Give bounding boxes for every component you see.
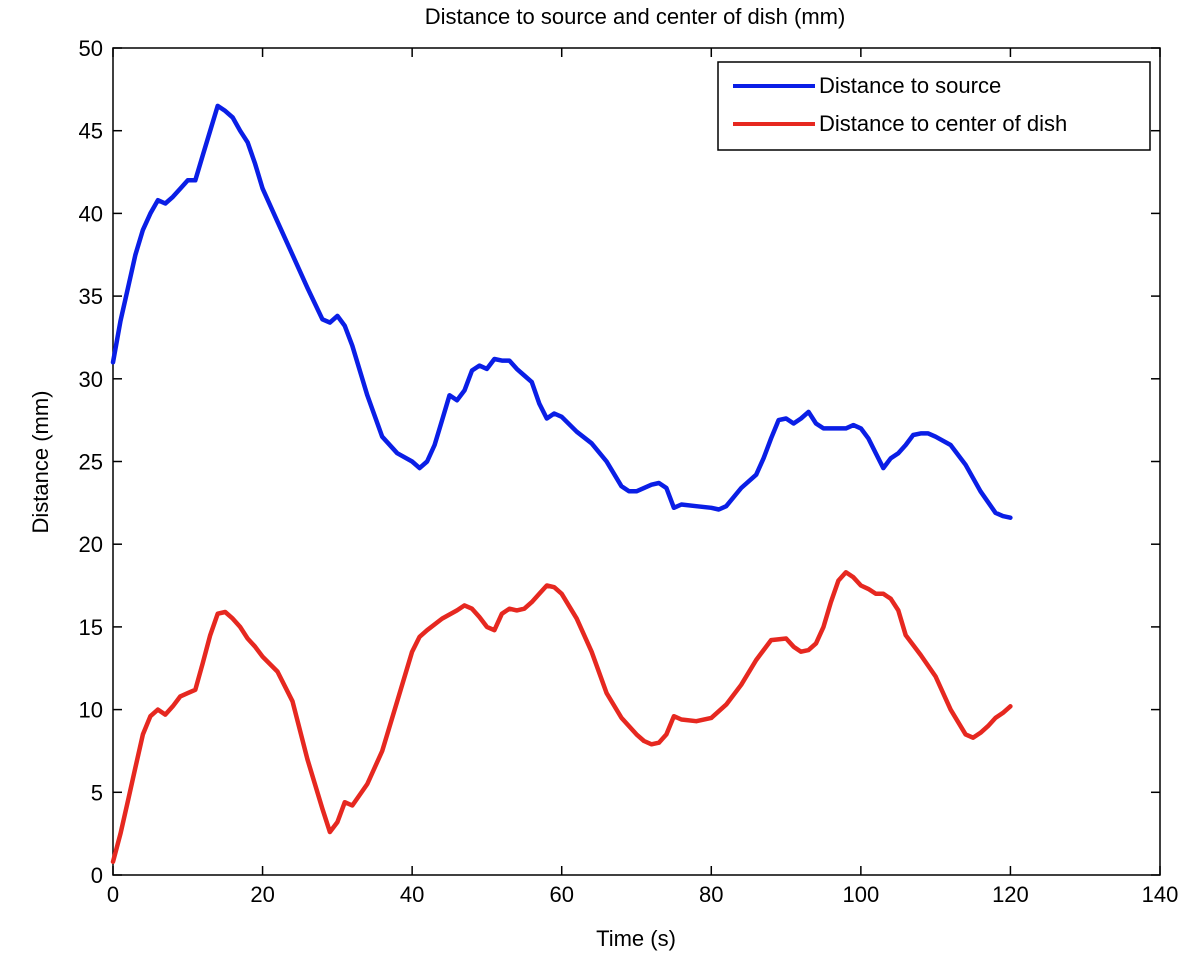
legend-box	[717, 61, 1151, 151]
axes: 0 20 40 60 80 100 120 140 0 5 10 15 20 25 30 35 40 45 50	[79, 36, 1179, 907]
series-line-distance-to-center	[110, 570, 1013, 865]
y-tick-label: 30	[79, 367, 103, 392]
series-layer	[110, 103, 1013, 865]
x-tick-label: 120	[992, 882, 1029, 907]
y-axis-label: Distance (mm)	[28, 390, 53, 533]
chart-title: Distance to source and center of dish (m…	[425, 4, 846, 29]
x-axis-label: Time (s)	[596, 926, 676, 951]
x-tick-label: 40	[400, 882, 424, 907]
y-tick-label: 0	[91, 863, 103, 888]
x-tick-label: 20	[250, 882, 274, 907]
series-line-distance-to-source	[110, 103, 1013, 520]
legend-label-dish: Distance to center of dish	[819, 111, 1067, 136]
y-tick-label: 35	[79, 284, 103, 309]
x-tick-label: 100	[842, 882, 879, 907]
y-tick-label: 15	[79, 615, 103, 640]
y-tick-label: 40	[79, 201, 103, 226]
x-tick-label: 80	[699, 882, 723, 907]
y-tick-label: 50	[79, 36, 103, 61]
x-tick-label: 140	[1142, 882, 1179, 907]
plot-area	[112, 47, 1161, 876]
x-tick-label: 0	[107, 882, 119, 907]
x-tick-label: 60	[549, 882, 573, 907]
legend-label-source: Distance to source	[819, 73, 1001, 98]
y-tick-label: 5	[91, 780, 103, 805]
y-tick-label: 10	[79, 698, 103, 723]
y-tick-label: 25	[79, 450, 103, 475]
legend: Distance to source Distance to center of…	[717, 61, 1151, 151]
y-tick-label: 45	[79, 119, 103, 144]
y-tick-label: 20	[79, 532, 103, 557]
